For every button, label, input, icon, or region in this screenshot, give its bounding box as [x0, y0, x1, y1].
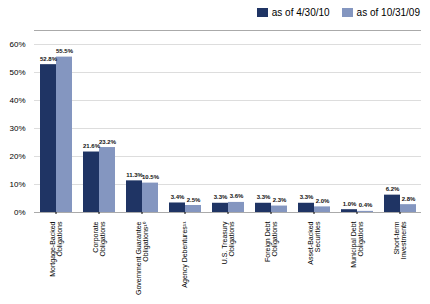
svg-text:Foreign DebtObligations: Foreign DebtObligations: [264, 221, 279, 262]
svg-text:Municipal DebtObligations: Municipal DebtObligations: [350, 221, 365, 268]
html-text:as of 4/30/10: as of 4/30/10: [271, 6, 330, 18]
svg-text:Short-termInvestments: Short-termInvestments: [393, 221, 407, 259]
svg-text:2.0%: 2.0%: [316, 198, 330, 204]
svg-text:CorporateObligations: CorporateObligations: [92, 221, 107, 257]
html-text:as of 10/31/09: as of 10/31/09: [356, 6, 420, 18]
svg-text:23.2%: 23.2%: [99, 139, 117, 145]
svg-text:1.0%: 1.0%: [343, 201, 357, 207]
svg-text:50%: 50%: [9, 68, 25, 77]
svg-text:10.5%: 10.5%: [142, 174, 160, 180]
svg-text:2.5%: 2.5%: [187, 197, 201, 203]
svg-text:2.3%: 2.3%: [273, 197, 287, 203]
svg-text:55.5%: 55.5%: [56, 48, 74, 54]
svg-text:0.4%: 0.4%: [359, 202, 373, 208]
svg-text:3.3%: 3.3%: [300, 194, 314, 200]
svg-text:Government GuaranteeObligation: Government GuaranteeObligations¹⁰: [135, 221, 150, 295]
svg-text:3.3%: 3.3%: [257, 194, 271, 200]
svg-text:Mortgage-BackedObligations: Mortgage-BackedObligations: [49, 221, 64, 277]
svg-text:11.3%: 11.3%: [126, 172, 143, 178]
svg-text:3.3%: 3.3%: [214, 194, 228, 200]
svg-text:Agency Debentures¹¹: Agency Debentures¹¹: [181, 221, 189, 288]
svg-text:21.6%: 21.6%: [83, 143, 100, 149]
svg-text:30%: 30%: [9, 124, 25, 133]
svg-text:20%: 20%: [9, 152, 25, 161]
svg-text:3.6%: 3.6%: [230, 193, 244, 199]
svg-text:0%: 0%: [14, 208, 26, 217]
svg-text:10%: 10%: [9, 180, 25, 189]
svg-text:U.S. TreasuryObligations: U.S. TreasuryObligations: [221, 221, 236, 264]
svg-text:6.2%: 6.2%: [386, 186, 400, 192]
svg-text:3.4%: 3.4%: [171, 194, 185, 200]
svg-text:40%: 40%: [9, 96, 25, 105]
svg-text:52.8%: 52.8%: [40, 56, 58, 62]
svg-text:Asset-BackedSecurities: Asset-BackedSecurities: [307, 221, 321, 265]
svg-text:2.8%: 2.8%: [402, 196, 416, 202]
svg-text:60%: 60%: [9, 40, 25, 49]
